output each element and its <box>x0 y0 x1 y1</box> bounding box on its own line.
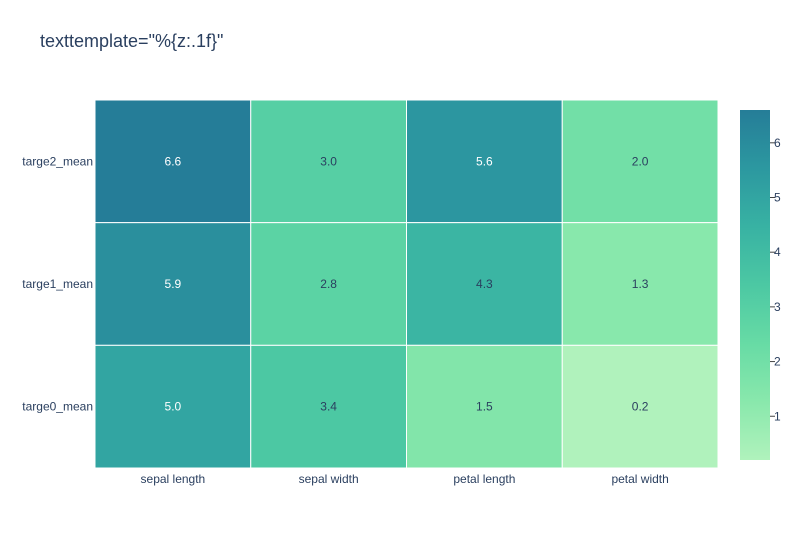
heatmap-cell <box>94 344 252 469</box>
heatmap-cell-label: 0.2 <box>632 400 649 414</box>
heatmap-cell-labels: 6.6 3.0 5.6 2.0 5.9 2.8 4.3 1.3 5.0 3.4 1.5 0.2 <box>165 154 649 413</box>
colorbar-tick-label: 5 <box>774 191 781 205</box>
heatmap-cell <box>561 222 719 346</box>
colorbar-tick-label: 1 <box>774 409 781 423</box>
y-axis-tick-labels: targe2_mean targe1_mean targe0_mean <box>22 154 93 413</box>
x-axis-tick-label: sepal length <box>141 472 206 486</box>
heatmap-cell <box>406 222 563 346</box>
heatmap-cell-label: 6.6 <box>165 154 182 168</box>
heatmap-cells <box>94 99 719 469</box>
heatmap-cell-label: 1.5 <box>476 400 493 414</box>
heatmap-cell-label: 3.0 <box>320 154 337 168</box>
chart-title: texttemplate="%{z:.1f}" <box>40 31 224 51</box>
x-axis-tick-label: petal width <box>611 472 668 486</box>
colorbar-gradient <box>740 110 770 460</box>
heatmap-cell-label: 5.6 <box>476 154 493 168</box>
heatmap-cell-label: 2.0 <box>632 154 649 168</box>
heatmap-cell <box>250 222 407 346</box>
x-axis-tick-labels: sepal length sepal width petal length petal… <box>141 472 669 486</box>
heatmap-cell <box>561 99 719 224</box>
colorbar-tick-label: 3 <box>774 300 781 314</box>
heatmap-cell-label: 4.3 <box>476 277 493 291</box>
x-axis-tick-label: sepal width <box>299 472 359 486</box>
heatmap-cell <box>406 344 563 469</box>
colorbar-tick-label: 2 <box>774 355 781 369</box>
colorbar: 1 2 3 4 5 6 <box>740 110 781 460</box>
heatmap-cell-label: 5.0 <box>165 400 182 414</box>
x-axis-tick-label: petal length <box>453 472 515 486</box>
y-axis-tick-label: targe1_mean <box>22 277 93 291</box>
y-axis-tick-label: targe0_mean <box>22 400 93 414</box>
heatmap-cell-label: 2.8 <box>320 277 337 291</box>
heatmap-cell <box>250 344 407 469</box>
heatmap-cell-label: 1.3 <box>632 277 649 291</box>
colorbar-tick-label: 6 <box>774 136 781 150</box>
colorbar-tick-label: 4 <box>774 245 781 259</box>
y-axis-tick-label: targe2_mean <box>22 154 93 168</box>
heatmap-cell <box>94 222 252 346</box>
heatmap-cell-label: 5.9 <box>165 277 182 291</box>
heatmap-cell <box>561 344 719 469</box>
heatmap-cell-label: 3.4 <box>320 400 337 414</box>
